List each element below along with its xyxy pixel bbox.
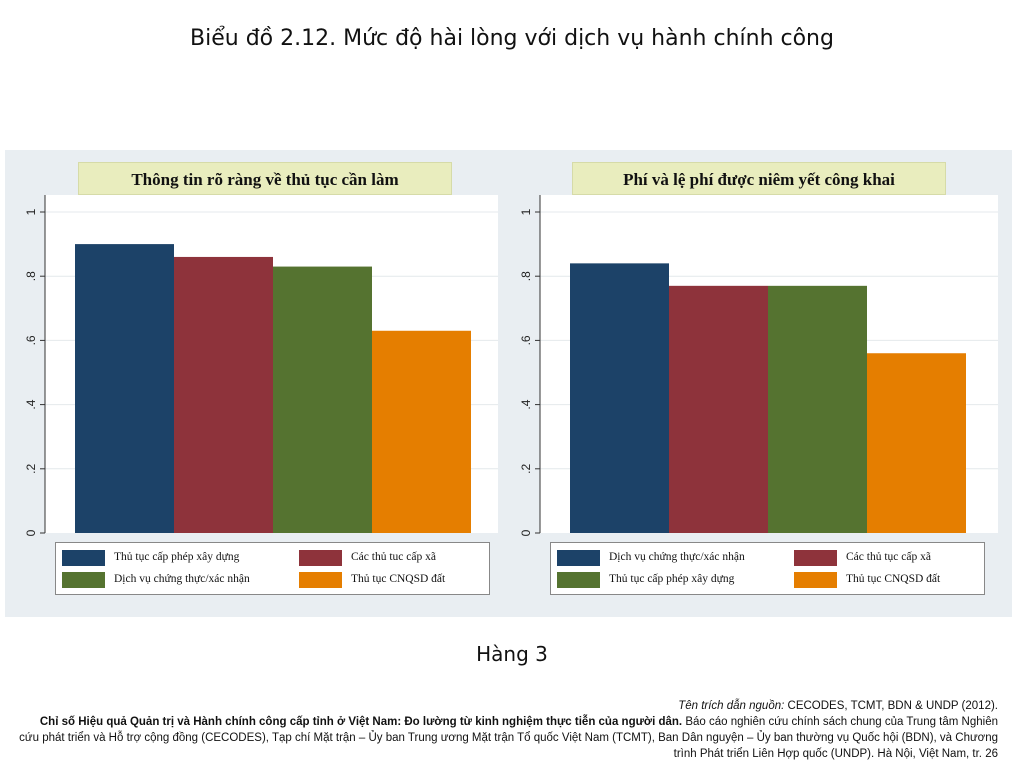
panel-title-right: Phí và lệ phí được niêm yết công khai bbox=[572, 162, 946, 195]
bar bbox=[867, 353, 966, 533]
legend-swatch bbox=[557, 550, 600, 566]
y-tick-label: 1 bbox=[519, 208, 533, 215]
legend-swatch bbox=[299, 550, 342, 566]
y-tick-label: 0 bbox=[24, 529, 38, 536]
legend-label: Thủ tục CNQSD đất bbox=[846, 573, 941, 585]
bar bbox=[669, 285, 768, 533]
legend-swatch bbox=[62, 572, 105, 588]
bar bbox=[372, 330, 471, 533]
legend-swatch bbox=[794, 572, 837, 588]
citation-report: Chỉ số Hiệu quả Quản trị và Hành chính c… bbox=[18, 714, 998, 762]
legend-label: Thủ tục cấp phép xây dựng bbox=[609, 573, 735, 585]
citation-report-title: Chỉ số Hiệu quả Quản trị và Hành chính c… bbox=[39, 716, 683, 728]
legend-label: Dịch vụ chứng thực/xác nhận bbox=[609, 551, 745, 563]
legend-swatch bbox=[62, 550, 105, 566]
legend-label: Thủ tục cấp phép xây dựng bbox=[114, 551, 240, 563]
legend-right: Dịch vụ chứng thực/xác nhận Các thủ tục … bbox=[550, 542, 985, 595]
citation: Tên trích dẫn nguồn: CECODES, TCMT, BDN … bbox=[18, 698, 998, 762]
y-tick-label: .4 bbox=[519, 399, 533, 409]
citation-source-text: CECODES, TCMT, BDN & UNDP (2012). bbox=[787, 700, 998, 712]
legend-swatch bbox=[557, 572, 600, 588]
y-tick-label: .8 bbox=[519, 271, 533, 281]
panel-title-left: Thông tin rõ ràng về thủ tục cần làm bbox=[78, 162, 452, 195]
legend-left: Thủ tục cấp phép xây dựng Các thủ tuc cấ… bbox=[55, 542, 490, 595]
bar bbox=[273, 266, 372, 533]
bar bbox=[768, 285, 867, 533]
legend-swatch bbox=[794, 550, 837, 566]
y-tick-label: .8 bbox=[24, 271, 38, 281]
y-tick-label: .6 bbox=[519, 335, 533, 345]
row-label: Hàng 3 bbox=[476, 642, 548, 666]
y-tick-label: .2 bbox=[24, 463, 38, 473]
citation-report-desc: Báo cáo nghiên cứu chính sách chung của … bbox=[19, 716, 998, 760]
legend-label: Các thủ tuc cấp xã bbox=[351, 551, 436, 563]
citation-source-label: Tên trích dẫn nguồn: bbox=[678, 700, 785, 712]
bar bbox=[570, 263, 669, 533]
bar bbox=[75, 244, 174, 533]
y-tick-label: 0 bbox=[519, 529, 533, 536]
legend-label: Dịch vụ chứng thực/xác nhận bbox=[114, 573, 250, 585]
legend-label: Thủ tục CNQSD đất bbox=[351, 573, 446, 585]
citation-source-line: Tên trích dẫn nguồn: CECODES, TCMT, BDN … bbox=[18, 698, 998, 714]
y-tick-label: .6 bbox=[24, 335, 38, 345]
bar bbox=[174, 256, 273, 533]
y-tick-label: .4 bbox=[24, 399, 38, 409]
legend-label: Các thủ tục cấp xã bbox=[846, 551, 931, 563]
y-tick-label: .2 bbox=[519, 463, 533, 473]
slide-title: Biểu đồ 2.12. Mức độ hài lòng với dịch v… bbox=[190, 26, 834, 51]
y-tick-label: 1 bbox=[24, 208, 38, 215]
legend-swatch bbox=[299, 572, 342, 588]
